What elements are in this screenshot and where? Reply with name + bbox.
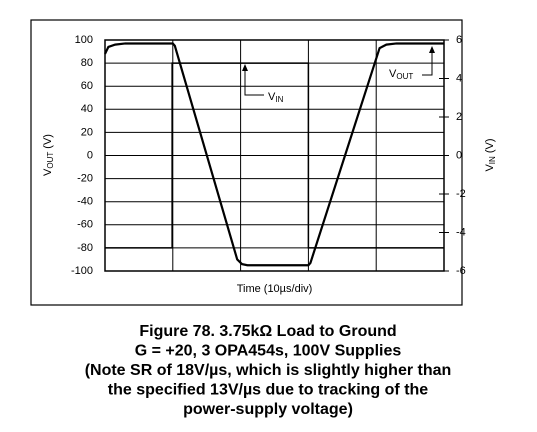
- y-tick-label: -20: [77, 173, 93, 185]
- x-axis-label: Time (10µs/div): [237, 283, 313, 295]
- legend-label-main: V: [268, 91, 276, 103]
- y-tick-label: 0: [87, 149, 93, 161]
- y-tick-label: -100: [71, 265, 93, 277]
- caption-line: power-supply voltage): [183, 401, 353, 418]
- y-tick-label: 100: [75, 34, 93, 46]
- legend-label-main: V: [389, 68, 397, 80]
- y-axis-label: VOUT (V): [42, 134, 55, 176]
- figure-frame: [30, 19, 463, 306]
- annotation-arrow: [242, 64, 248, 71]
- y-tick-label: -60: [77, 219, 93, 231]
- y-axis-label-unit: (V): [42, 134, 54, 152]
- caption-line: Figure 78. 3.75kΩ Load to Ground: [139, 323, 396, 340]
- annotation-arrow: [429, 46, 435, 53]
- legend-label-sub: OUT: [396, 72, 413, 81]
- y-tick-label: 20: [81, 126, 93, 138]
- y2-tick-label: -4: [456, 226, 466, 238]
- legend-label-sub: IN: [275, 95, 283, 104]
- y-tick-label: 60: [81, 80, 93, 92]
- y2-axis-label-sub: IN: [488, 156, 497, 164]
- y2-tick-label: 2: [456, 111, 462, 123]
- y2-tick-label: 4: [456, 72, 462, 84]
- series-line: [105, 62, 444, 249]
- y2-axis-label: VIN (V): [484, 138, 497, 171]
- series-line: [104, 42, 444, 267]
- legend-label: VIN: [268, 91, 284, 104]
- caption-line: (Note SR of 18V/µs, which is slightly hi…: [85, 362, 452, 379]
- y-axis-label-sub: OUT: [46, 152, 55, 169]
- y-axis-label-main: V: [42, 168, 54, 176]
- caption-line: G = +20, 3 OPA454s, 100V Supplies: [135, 343, 402, 360]
- plot-frame: [104, 39, 445, 272]
- annotation-pointer: [244, 65, 264, 96]
- y2-axis-label-unit: (V): [484, 138, 496, 156]
- y2-tick-label: 6: [456, 34, 462, 46]
- y2-tick-label: -2: [456, 188, 466, 200]
- y2-axis-label-main: V: [484, 164, 496, 172]
- legend-label: VOUT: [389, 68, 413, 81]
- y2-tick-label: 0: [456, 149, 462, 161]
- y2-tick-label: -6: [456, 265, 466, 277]
- y-tick-label: 80: [81, 57, 93, 69]
- caption-line: the specified 13V/µs due to tracking of …: [108, 382, 429, 399]
- annotation-pointer: [422, 47, 433, 76]
- y-tick-label: 40: [81, 103, 93, 115]
- y-tick-label: -40: [77, 196, 93, 208]
- y-tick-label: -80: [77, 242, 93, 254]
